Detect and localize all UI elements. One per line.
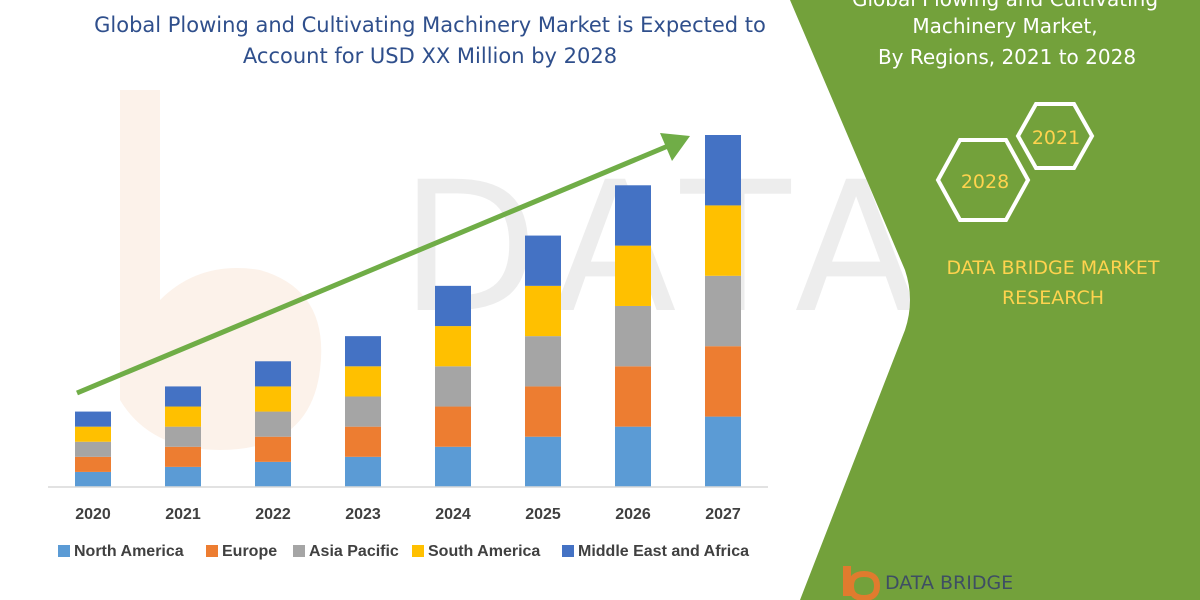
bar-2021-series-2 [165,426,201,447]
hexagon-label-2028: 2028 [961,171,1009,193]
bar-2022-series-1 [255,436,291,462]
bar-2025-series-4 [525,235,561,286]
bar-2020-series-1 [75,456,111,472]
bar-2024-series-3 [435,326,471,367]
brand-line2: RESEARCH [1002,287,1104,309]
bar-2024-series-2 [435,366,471,407]
logo-text: DATA BRIDGE [885,572,1013,594]
hexagon-shape-2028 [935,138,1031,222]
bar-2026-series-4 [615,185,651,246]
bar-2025-series-0 [525,436,561,487]
bar-2026-series-0 [615,426,651,487]
bar-2022-series-0 [255,461,291,487]
bar-2023-series-3 [345,366,381,397]
x-tick-label: 2020 [75,506,111,523]
bar-2026-series-3 [615,245,651,306]
legend-swatch [293,545,305,557]
brand-line1: DATA BRIDGE MARKET [947,257,1160,279]
legend-label: North America [74,543,184,560]
hexagon-label-2021: 2021 [1032,127,1080,149]
bar-2023-series-1 [345,426,381,457]
legend-swatch [412,545,424,557]
x-tick-label: 2024 [435,506,471,523]
bar-2020-series-3 [75,426,111,442]
trend-arrow-head [660,133,690,161]
bar-2026-series-2 [615,305,651,367]
x-tick-label: 2022 [255,506,291,523]
bar-2022-series-4 [255,361,291,387]
x-tick-label: 2023 [345,506,381,523]
bar-2027-series-0 [705,416,741,487]
chart-title-line2: Account for USD XX Million by 2028 [243,44,617,68]
x-tick-label: 2021 [165,506,201,523]
bar-2020-series-0 [75,471,111,487]
bar-2025-series-2 [525,336,561,387]
legend-label: South America [428,543,540,560]
bar-2021-series-3 [165,406,201,427]
legend-label: Asia Pacific [309,543,399,560]
bar-2022-series-3 [255,386,291,412]
x-tick-label: 2027 [705,506,741,523]
legend-swatch [206,545,218,557]
side-panel-background [790,0,1200,600]
legend-label: Middle East and Africa [578,543,749,560]
company-logo: DATA BRIDGE [843,566,1013,600]
bar-2027-series-2 [705,275,741,347]
x-tick-labels: 2020 2021 2022 2023 2024 2025 2026 2027 [75,506,741,523]
side-title-line1: Global Plowing and Cultivating [852,0,1158,11]
bar-2023-series-0 [345,456,381,487]
bar-2024-series-1 [435,406,471,447]
legend-label: Europe [222,543,277,560]
bar-2027-series-1 [705,346,741,417]
bar-2023-series-2 [345,396,381,427]
bar-2026-series-1 [615,366,651,427]
bar-2020-series-4 [75,411,111,427]
bar-2021-series-4 [165,386,201,407]
bar-2025-series-1 [525,386,561,437]
x-tick-label: 2025 [525,506,561,523]
chart-title-line1: Global Plowing and Cultivating Machinery… [94,13,766,37]
legend-swatch [562,545,574,557]
trend-arrow-line [76,143,669,396]
bar-2022-series-2 [255,411,291,437]
side-title-line2: Machinery Market, [912,14,1097,38]
bar-2025-series-3 [525,285,561,337]
bar-2024-series-4 [435,285,471,327]
side-title-line3: By Regions, 2021 to 2028 [878,45,1136,69]
bar-2020-series-2 [75,441,111,457]
x-tick-label: 2026 [615,506,651,523]
legend: North America Europe Asia Pacific South Ame… [58,543,749,560]
bar-2027-series-4 [705,135,741,206]
bar-2021-series-1 [165,446,201,467]
trend-arrow [76,133,690,396]
bar-2027-series-3 [705,205,741,276]
legend-swatch [58,545,70,557]
bar-2023-series-4 [345,336,381,367]
bar-2024-series-0 [435,446,471,487]
hexagon-shape-2021 [1015,102,1095,170]
bar-2021-series-0 [165,466,201,487]
bars-group [75,135,741,487]
